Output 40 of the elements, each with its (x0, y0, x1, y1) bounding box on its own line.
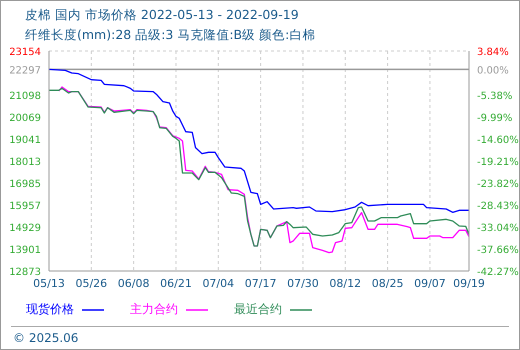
y-tick-label: 23154 (9, 47, 41, 58)
y2-tick-label: -28.43% (477, 200, 519, 212)
x-tick-label: 09/07 (414, 276, 446, 290)
y2-tick-label: -37.66% (477, 245, 519, 256)
y-tick-label: 20069 (9, 113, 41, 124)
y2-tick-label: -14.60% (477, 134, 519, 146)
legend-label: 最近合约 (234, 301, 283, 318)
x-tick-label: 05/26 (75, 276, 108, 290)
y-tick-label: 19041 (9, 135, 41, 146)
y2-tick-label: 3.84% (477, 47, 509, 58)
x-tick-label: 07/04 (202, 276, 234, 290)
y-tick-label: 22297 (9, 65, 41, 76)
x-tick-label: 06/08 (118, 276, 150, 290)
legend-label: 现货价格 (26, 301, 75, 318)
y2-tick-label: -23.82% (477, 178, 519, 190)
x-tick-label: 08/25 (372, 276, 404, 290)
line-series (49, 68, 469, 213)
y2-tick-label: -9.99% (477, 112, 512, 124)
x-tick-label: 09/19 (453, 276, 485, 290)
y-tick-label: 12873 (9, 267, 41, 278)
y2-tick-label: -19.21% (477, 156, 519, 168)
x-tick-label: 05/13 (33, 276, 65, 290)
legend-label: 主力合约 (130, 301, 179, 318)
chart-subtitle: 纤维长度(mm):28 品级:3 马克隆值:B级 颜色:白棉 (25, 27, 316, 44)
x-tick-label: 07/30 (287, 276, 319, 290)
y-tick-label: 18013 (9, 157, 41, 168)
y-tick-label: 14929 (9, 223, 41, 234)
y-tick-label: 21098 (9, 90, 41, 102)
y2-tick-label: -42.27% (477, 267, 519, 278)
y2-tick-label: 0.00% (477, 65, 509, 76)
y-tick-label: 13901 (9, 245, 41, 256)
y2-tick-label: -5.38% (477, 90, 512, 102)
text: © 2025.06 (13, 331, 78, 345)
chart-title: 皮棉 国内 市场价格 2022-05-13 - 2022-09-19 (25, 7, 299, 24)
y2-tick-label: -33.04% (477, 222, 519, 234)
x-tick-label: 06/21 (160, 276, 192, 290)
y-tick-label: 16985 (9, 179, 41, 190)
y-tick-label: 15957 (9, 201, 41, 212)
x-tick-label: 08/12 (329, 276, 362, 290)
x-tick-label: 07/17 (244, 276, 276, 290)
